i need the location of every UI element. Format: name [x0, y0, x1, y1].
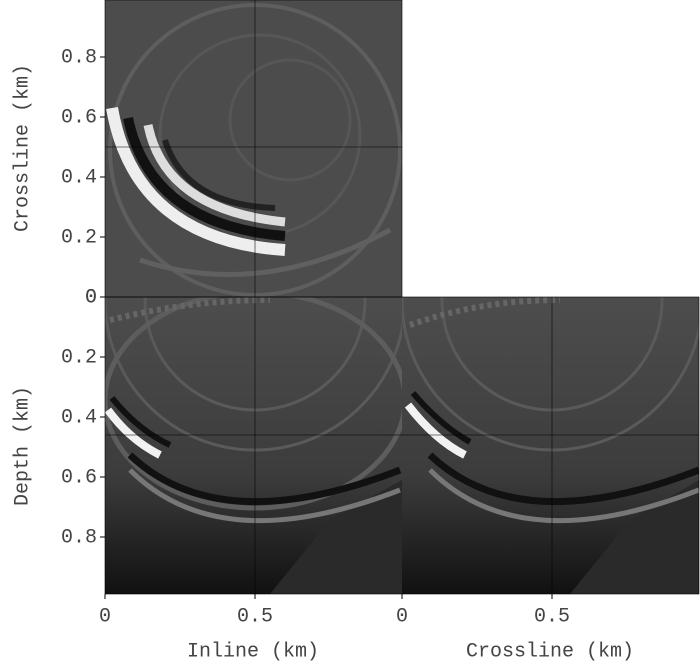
x-axis-label: Inline (km)	[187, 640, 319, 663]
y-tick-label: 0.6	[61, 466, 97, 489]
y-tick-label: 0.4	[61, 166, 97, 189]
crossline-section-image	[402, 297, 699, 594]
y-tick-label: 0.8	[61, 46, 97, 69]
y-axis-label: Crossline (km)	[11, 64, 34, 232]
y-tick-label: 0.4	[61, 406, 97, 429]
x-tick-label: 0	[99, 605, 111, 628]
y-tick-label: 0.2	[61, 346, 97, 369]
x-tick-label: 0.5	[237, 605, 273, 628]
y-tick-label: 0.2	[61, 226, 97, 249]
x-tick-label: 0	[396, 605, 408, 628]
y-tick-label: 0.6	[61, 106, 97, 129]
y-tick-label: 0.8	[61, 526, 97, 549]
y-tick-label: 0	[85, 286, 97, 309]
depth-slice-image	[105, 0, 402, 297]
y-tick-label: 0	[85, 286, 97, 309]
x-tick-label: 0.5	[534, 605, 570, 628]
x-axis-label: Crossline (km)	[466, 640, 634, 663]
y-axis-label: Depth (km)	[11, 386, 34, 506]
